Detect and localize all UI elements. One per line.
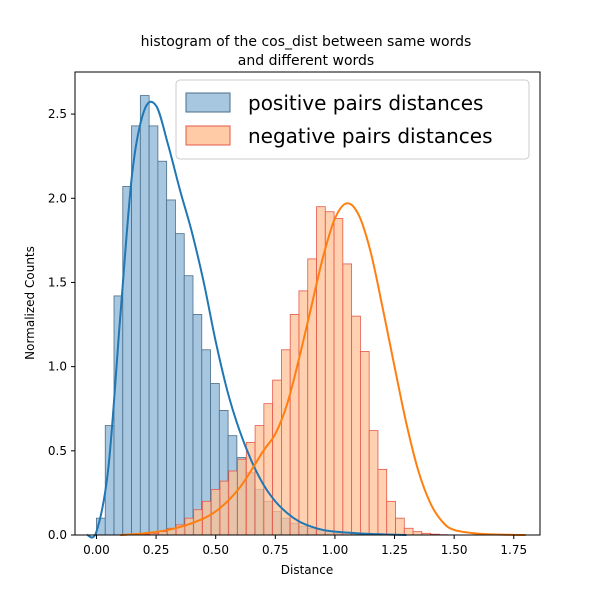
negative-bar-6 xyxy=(184,517,195,536)
positive-bar-11 xyxy=(192,314,203,536)
positive-bar-8 xyxy=(166,199,176,536)
legend-label-negative: negative pairs distances xyxy=(248,124,493,148)
negative-bar-14 xyxy=(254,425,265,536)
legend: positive pairs distances negative pairs … xyxy=(175,79,530,160)
y-tick-label-2: 1.0 xyxy=(48,360,67,374)
positive-bar-6 xyxy=(148,125,159,536)
negative-bar-26 xyxy=(359,351,370,536)
negative-bar-17 xyxy=(281,349,291,536)
negative-bar-30 xyxy=(395,517,405,536)
negative-bar-11 xyxy=(228,470,238,536)
y-tick-label-4: 2.0 xyxy=(48,191,67,205)
kde-lines-group xyxy=(86,100,526,539)
x-tick-label-2: 0.50 xyxy=(202,543,229,557)
y-tick-label-1: 0.5 xyxy=(48,444,67,458)
negative-bar-16 xyxy=(272,379,282,536)
x-axis-label: Distance xyxy=(281,563,333,577)
x-tick-label-0: 0.00 xyxy=(83,543,110,557)
negative-bar-22 xyxy=(324,211,335,536)
legend-swatch-positive xyxy=(185,92,231,113)
plot-frame xyxy=(74,71,541,536)
x-tick-label-4: 1.00 xyxy=(322,543,349,557)
x-tick-label-3: 0.75 xyxy=(262,543,289,557)
y-tick-label-0: 0.0 xyxy=(48,528,67,542)
negative-bar-12 xyxy=(237,458,247,536)
x-tick-label-5: 1.25 xyxy=(381,543,408,557)
positive-bar-10 xyxy=(183,275,194,536)
negative-bar-24 xyxy=(342,263,353,536)
x-axis-ticks: 0.00 0.25 0.50 0.75 1.00 1.25 1.50 1.75 xyxy=(83,535,527,557)
positive-kde-line xyxy=(86,100,407,539)
negative-bar-13 xyxy=(245,441,256,536)
x-tick-label-7: 1.75 xyxy=(500,543,527,557)
y-axis-ticks: 0.0 0.5 1.0 1.5 2.0 2.5 xyxy=(48,107,75,542)
negative-kde-line xyxy=(120,202,526,536)
legend-label-positive: positive pairs distances xyxy=(248,91,483,115)
negative-bar-18 xyxy=(289,314,300,536)
y-tick-label-3: 1.5 xyxy=(48,275,67,289)
positive-bar-4 xyxy=(131,125,141,536)
negative-bar-29 xyxy=(386,500,396,536)
positive-bar-7 xyxy=(157,160,168,536)
chart-title-line-2: and different words xyxy=(238,53,374,69)
x-tick-label-1: 0.25 xyxy=(143,543,170,557)
legend-swatch-negative xyxy=(185,125,231,146)
positive-bar-5 xyxy=(139,95,150,536)
negative-bar-32 xyxy=(412,531,423,536)
positive-bar-9 xyxy=(175,233,185,536)
chart-title-line-1: histogram of the cos_dist between same w… xyxy=(141,34,472,50)
negative-bar-27 xyxy=(368,430,379,536)
negative-bar-15 xyxy=(263,403,274,536)
y-tick-label-5: 2.5 xyxy=(48,107,67,121)
legend-frame xyxy=(175,79,530,160)
negative-bar-28 xyxy=(377,468,388,536)
negative-bars-group xyxy=(131,206,449,536)
y-axis-label: Normalized Counts xyxy=(23,246,37,360)
x-tick-label-6: 1.50 xyxy=(441,543,468,557)
negative-bar-23 xyxy=(333,218,344,536)
negative-bar-25 xyxy=(351,315,361,536)
